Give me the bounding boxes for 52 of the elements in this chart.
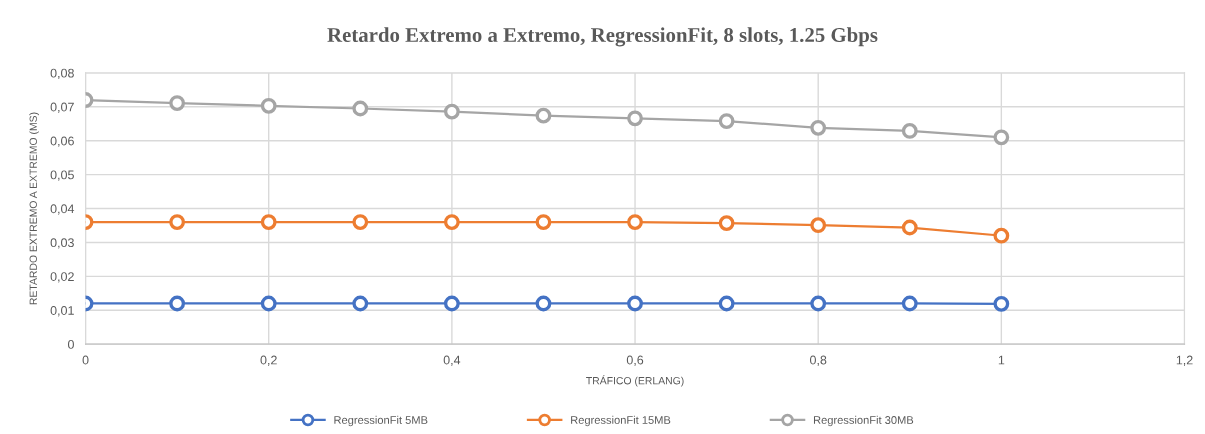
point: [627, 214, 643, 231]
y-tick-label: 0: [67, 339, 74, 349]
chart-title: Retardo Extremo a Extremo, RegressionFit, 8 slots, 1.25 Gbps: [327, 27, 878, 47]
point: [718, 113, 735, 129]
legend-label: RegressionFit 30MB: [813, 415, 914, 427]
point: [443, 295, 460, 312]
point: [352, 295, 369, 312]
y-tick-label: 0,08: [50, 68, 74, 80]
point: [535, 107, 552, 124]
y-axis-title: RETARDO EXTREMO A EXTREMO (MS): [29, 112, 39, 305]
x-tick-label: 1,2: [1176, 355, 1193, 366]
y-tick-label: 0,01: [50, 306, 74, 317]
point: [352, 100, 369, 117]
y-tick-label: 0,07: [50, 102, 74, 113]
x-tick-label: 0: [82, 355, 89, 365]
y-tick-label: 0,02: [50, 272, 74, 283]
point: [535, 214, 552, 231]
point: [810, 217, 827, 234]
x-tick-label: 0,2: [260, 355, 277, 366]
point: [901, 122, 918, 139]
legend-label: RegressionFit 5MB: [334, 415, 428, 427]
point: [169, 214, 186, 231]
x-tick-label: 0,4: [443, 355, 461, 366]
point: [169, 295, 186, 312]
point: [718, 215, 735, 232]
point: [993, 129, 1010, 146]
point: [810, 295, 827, 312]
point: [352, 214, 369, 231]
y-tick-label: 0,04: [50, 204, 75, 215]
point: [901, 219, 918, 236]
point: [627, 110, 643, 127]
point: [169, 95, 186, 112]
point: [260, 97, 277, 114]
point: [810, 119, 827, 136]
point: [535, 295, 552, 312]
x-tick-label: 0,8: [810, 355, 827, 366]
x-tick-label: 0,6: [626, 355, 644, 366]
y-tick-label: 0,03: [50, 238, 74, 249]
point: [993, 295, 1010, 312]
point: [443, 103, 460, 120]
point: [993, 227, 1010, 244]
x-tick-label: 1: [998, 355, 1005, 365]
point: [718, 295, 735, 312]
point: [901, 295, 918, 312]
y-tick-label: 0,05: [50, 170, 74, 181]
point: [443, 214, 460, 231]
point: [627, 295, 643, 312]
point: [260, 214, 277, 231]
legend-label: RegressionFit 15MB: [571, 415, 671, 427]
point: [260, 295, 277, 312]
y-tick-label: 0,06: [50, 136, 74, 147]
x-axis-title: TRÁFICO (ERLANG): [586, 375, 684, 387]
